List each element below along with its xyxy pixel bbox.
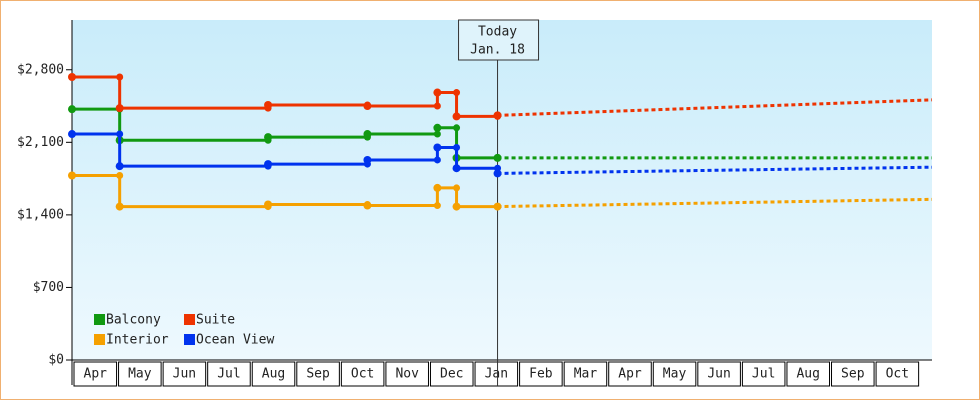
point-prev: [363, 201, 371, 209]
month-box: [429, 361, 474, 387]
point: [68, 171, 76, 180]
point-prev: [116, 171, 124, 179]
month-box: [741, 361, 786, 387]
x-tick-label: Dec: [440, 367, 463, 382]
point-prev: [264, 136, 272, 144]
legend-swatch: [184, 314, 195, 325]
month-box: [340, 361, 385, 387]
point-prev: [264, 104, 272, 112]
month-box: [207, 361, 251, 387]
point: [68, 130, 76, 139]
forecast-line: [497, 165, 933, 175]
point: [452, 112, 461, 121]
point-prev: [453, 124, 461, 132]
legend-swatch: [94, 334, 105, 345]
x-tick-label: Feb: [529, 367, 553, 382]
month-box: [831, 361, 875, 387]
x-tick-label: Sep: [841, 367, 865, 382]
x-tick-label: Sep: [306, 367, 330, 382]
forecast-line: [497, 197, 933, 209]
point: [493, 169, 502, 178]
x-tick-label: Apr: [618, 367, 642, 382]
month-box: [296, 361, 340, 387]
point-prev: [264, 162, 272, 170]
point-prev: [494, 112, 502, 120]
x-tick-label: Mar: [574, 367, 598, 382]
x-tick-label: Oct: [886, 367, 909, 382]
point-prev: [363, 101, 371, 109]
point-prev: [433, 102, 441, 110]
x-tick-label: Jan: [485, 367, 508, 382]
x-tick-label: Jul: [752, 367, 775, 382]
point: [115, 202, 124, 211]
today-date: Jan. 18: [470, 43, 525, 58]
y-tick-label: $2,800: [17, 62, 64, 77]
forecast-line: [497, 98, 933, 117]
point: [433, 183, 442, 192]
point-prev: [363, 160, 371, 168]
legend-label: Balcony: [106, 313, 161, 328]
point-prev: [494, 154, 502, 162]
month-box: [385, 361, 429, 387]
month-box: [118, 361, 162, 387]
point-prev: [363, 133, 371, 141]
month-box: [697, 361, 741, 387]
point-prev: [433, 202, 441, 210]
month-box: [563, 361, 608, 387]
month-box: [652, 361, 697, 387]
x-tick-label: Nov: [395, 367, 419, 382]
point: [68, 105, 76, 114]
month-box: [162, 361, 207, 387]
x-tick-label: May: [663, 367, 687, 382]
legend-label: Interior: [106, 333, 169, 348]
y-tick-label: $1,400: [17, 207, 64, 222]
point: [452, 164, 461, 173]
y-tick-label: $2,100: [17, 135, 64, 150]
y-tick-label: $0: [48, 353, 64, 368]
point-prev: [264, 203, 272, 211]
point-prev: [433, 156, 441, 164]
point-prev: [453, 184, 461, 192]
point: [452, 202, 461, 211]
point: [433, 123, 442, 132]
y-tick-label: $700: [33, 280, 64, 295]
point: [115, 162, 124, 171]
point-prev: [116, 130, 124, 138]
today-label: Today: [478, 25, 517, 40]
x-tick-label: Jul: [217, 367, 240, 382]
month-box: [786, 361, 831, 387]
legend-label: Ocean View: [196, 333, 274, 348]
month-box: [474, 361, 519, 387]
month-box: [875, 361, 920, 387]
today-box: [458, 19, 540, 61]
legend-swatch: [184, 334, 195, 345]
point: [115, 104, 124, 113]
point: [433, 143, 442, 152]
x-tick-label: Oct: [351, 367, 374, 382]
x-tick-label: Jun: [707, 367, 730, 382]
x-tick-label: Aug: [796, 367, 819, 382]
x-tick-label: Aug: [262, 367, 285, 382]
x-tick-label: Apr: [84, 367, 108, 382]
legend-label: Suite: [196, 313, 235, 328]
point-prev: [494, 203, 502, 211]
month-box: [519, 361, 563, 387]
month-box: [73, 361, 118, 387]
point-prev: [116, 73, 124, 81]
point: [433, 88, 442, 97]
x-tick-label: Jun: [173, 367, 196, 382]
x-tick-label: May: [128, 367, 152, 382]
point-prev: [453, 144, 461, 151]
legend-swatch: [94, 314, 105, 325]
month-box: [608, 361, 652, 387]
plot-area: [72, 20, 932, 360]
point-prev: [453, 89, 461, 97]
point-prev: [494, 164, 502, 172]
point: [68, 73, 76, 82]
point-prev: [433, 130, 441, 138]
month-box: [251, 361, 296, 387]
